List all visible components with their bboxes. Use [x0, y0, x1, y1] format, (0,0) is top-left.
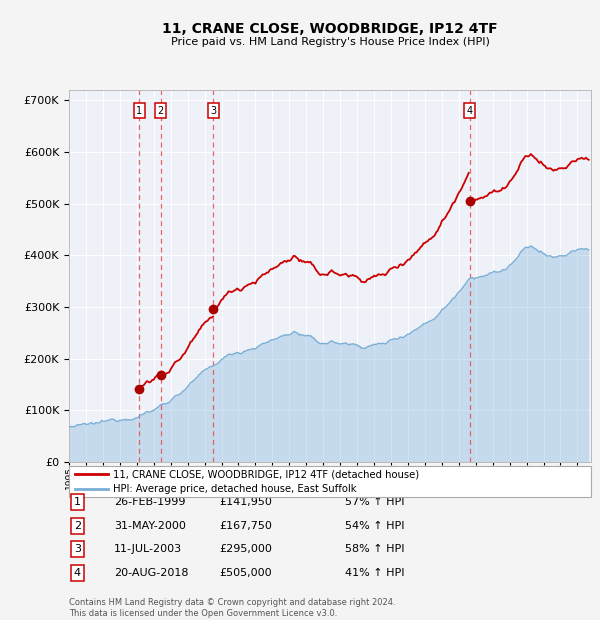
Text: £505,000: £505,000: [219, 568, 272, 578]
Text: 20-AUG-2018: 20-AUG-2018: [114, 568, 188, 578]
Text: 54% ↑ HPI: 54% ↑ HPI: [345, 521, 404, 531]
Text: £141,950: £141,950: [219, 497, 272, 507]
Text: £295,000: £295,000: [219, 544, 272, 554]
Text: 1: 1: [136, 105, 142, 115]
Text: HPI: Average price, detached house, East Suffolk: HPI: Average price, detached house, East…: [113, 484, 356, 494]
Text: 31-MAY-2000: 31-MAY-2000: [114, 521, 186, 531]
Text: £167,750: £167,750: [219, 521, 272, 531]
Text: 1: 1: [74, 497, 81, 507]
Text: 11, CRANE CLOSE, WOODBRIDGE, IP12 4TF: 11, CRANE CLOSE, WOODBRIDGE, IP12 4TF: [162, 22, 498, 36]
Text: 58% ↑ HPI: 58% ↑ HPI: [345, 544, 404, 554]
Text: 41% ↑ HPI: 41% ↑ HPI: [345, 568, 404, 578]
Text: 3: 3: [211, 105, 217, 115]
Text: 2: 2: [74, 521, 81, 531]
Text: 11-JUL-2003: 11-JUL-2003: [114, 544, 182, 554]
Text: 2: 2: [158, 105, 164, 115]
Text: 11, CRANE CLOSE, WOODBRIDGE, IP12 4TF (detached house): 11, CRANE CLOSE, WOODBRIDGE, IP12 4TF (d…: [113, 469, 419, 479]
Text: Contains HM Land Registry data © Crown copyright and database right 2024.
This d: Contains HM Land Registry data © Crown c…: [69, 598, 395, 618]
Text: 57% ↑ HPI: 57% ↑ HPI: [345, 497, 404, 507]
Text: 3: 3: [74, 544, 81, 554]
Text: 4: 4: [466, 105, 473, 115]
Text: 4: 4: [74, 568, 81, 578]
Text: 26-FEB-1999: 26-FEB-1999: [114, 497, 185, 507]
Text: Price paid vs. HM Land Registry's House Price Index (HPI): Price paid vs. HM Land Registry's House …: [170, 37, 490, 47]
